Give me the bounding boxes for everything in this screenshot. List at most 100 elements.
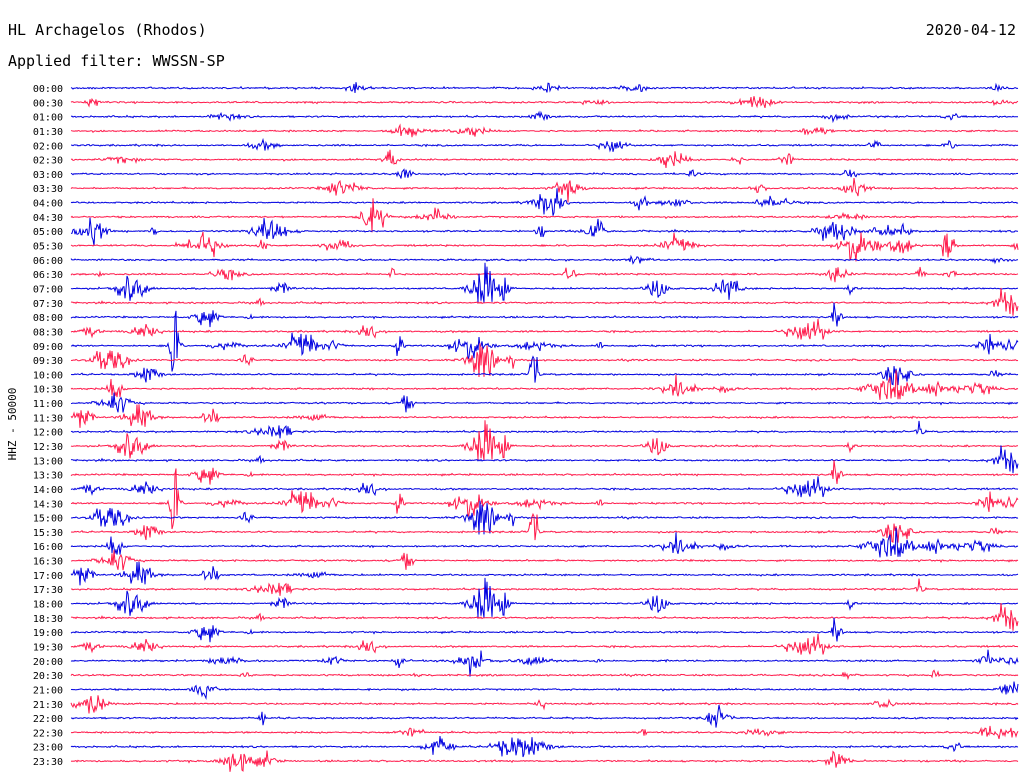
seismic-trace — [70, 578, 1019, 596]
trace-time-label: 03:00 — [33, 170, 63, 181]
seismic-trace — [70, 302, 1019, 328]
seismic-trace — [70, 266, 1019, 283]
filter-label: Applied filter: WWSSN-SP — [8, 52, 225, 70]
trace-time-label: 10:00 — [33, 370, 63, 381]
trace-time-label: 12:30 — [33, 442, 63, 453]
trace-time-label: 23:30 — [33, 757, 63, 768]
trace-time-label: 06:30 — [33, 270, 63, 281]
seismic-trace — [70, 370, 1019, 400]
seismic-trace — [70, 231, 1019, 262]
seismic-trace — [70, 735, 1019, 758]
trace-time-label: 20:30 — [33, 671, 63, 682]
trace-time-label: 14:30 — [33, 499, 63, 510]
channel-label: HHZ - 50000 — [6, 388, 19, 461]
station-title: HL Archagelos (Rhodos) — [8, 21, 207, 39]
seismic-trace — [70, 420, 1019, 439]
trace-time-label: 05:00 — [33, 227, 63, 238]
seismic-trace — [70, 355, 1019, 386]
seismic-trace — [70, 602, 1019, 631]
seismic-trace — [70, 96, 1019, 109]
trace-time-label: 21:00 — [33, 685, 63, 696]
seismic-trace — [70, 318, 1019, 340]
trace-time-label: 16:00 — [33, 542, 63, 553]
seismic-trace — [70, 392, 1019, 413]
trace-time-label: 05:30 — [33, 242, 63, 253]
trace-time-label: 11:00 — [33, 399, 63, 410]
trace-time-label: 18:00 — [33, 600, 63, 611]
seismic-trace — [71, 137, 1019, 153]
trace-time-label: 08:00 — [33, 313, 63, 324]
seismic-trace — [70, 476, 1019, 498]
trace-time-label: 20:00 — [33, 657, 63, 668]
trace-time-label: 09:30 — [33, 356, 63, 367]
trace-time-label: 21:30 — [33, 700, 63, 711]
seismic-trace — [70, 404, 1019, 428]
seismic-trace — [70, 82, 1019, 94]
seismic-trace — [70, 198, 1019, 233]
trace-time-label: 18:30 — [33, 614, 63, 625]
seismic-trace — [70, 561, 1019, 586]
trace-time-label: 19:00 — [33, 628, 63, 639]
trace-time-label: 10:30 — [33, 385, 63, 396]
trace-time-label: 02:30 — [33, 156, 63, 167]
seismic-trace — [70, 550, 1019, 571]
trace-time-label: 01:00 — [33, 113, 63, 124]
trace-group: 00:00 00:30 01:00 01:30 02:00 02:30 03:00 03:30… — [33, 82, 1019, 772]
seismic-trace — [70, 287, 1019, 316]
trace-time-label: 03:30 — [33, 184, 63, 195]
seismic-trace — [70, 188, 1019, 216]
trace-time-label: 00:30 — [33, 98, 63, 109]
seismic-trace — [70, 669, 1019, 681]
seismic-trace — [70, 460, 1019, 485]
trace-time-label: 01:30 — [33, 127, 63, 138]
seismic-trace — [70, 512, 1019, 543]
seismic-trace — [70, 704, 1019, 728]
seismic-trace — [70, 527, 1019, 558]
trace-time-label: 04:00 — [33, 199, 63, 210]
seismic-trace — [70, 123, 1019, 138]
seismic-trace — [70, 445, 1019, 474]
seismic-trace — [70, 420, 1018, 461]
trace-time-label: 06:00 — [33, 256, 63, 267]
seismic-trace — [70, 254, 1018, 265]
seismic-trace — [70, 725, 1019, 740]
trace-time-label: 12:00 — [33, 428, 63, 439]
trace-time-label: 22:00 — [33, 714, 63, 725]
seismic-trace — [70, 500, 1019, 535]
seismic-trace — [70, 695, 1019, 714]
trace-time-label: 13:00 — [33, 456, 63, 467]
date-label: 2020-04-12 — [926, 21, 1016, 39]
trace-time-label: 11:30 — [33, 413, 63, 424]
seismic-trace — [70, 217, 1019, 246]
trace-time-label: 04:30 — [33, 213, 63, 224]
trace-time-label: 00:00 — [33, 84, 63, 95]
trace-time-label: 15:00 — [33, 514, 63, 525]
trace-time-label: 13:30 — [33, 471, 63, 482]
seismic-trace — [70, 468, 1019, 530]
seismic-trace — [70, 649, 1019, 677]
trace-time-label: 02:00 — [33, 141, 63, 152]
seismic-trace — [70, 577, 1018, 618]
seismic-trace — [70, 750, 1019, 772]
seismic-trace — [70, 149, 1019, 168]
trace-time-label: 16:30 — [33, 557, 63, 568]
seismic-trace — [70, 343, 1019, 378]
seismic-trace — [70, 633, 1019, 655]
seismic-trace — [70, 262, 1018, 303]
trace-time-label: 15:30 — [33, 528, 63, 539]
seismic-trace — [70, 110, 1018, 124]
trace-time-label: 07:00 — [33, 285, 63, 296]
trace-time-label: 17:00 — [33, 571, 63, 582]
trace-time-label: 19:30 — [33, 643, 63, 654]
seismic-trace — [70, 178, 1018, 203]
trace-time-label: 22:30 — [33, 728, 63, 739]
trace-time-label: 07:30 — [33, 299, 63, 310]
seismic-trace — [70, 681, 1019, 701]
trace-time-label: 14:00 — [33, 485, 63, 496]
trace-time-label: 17:30 — [33, 585, 63, 596]
seismic-trace — [70, 617, 1019, 643]
seismic-trace — [70, 168, 1019, 179]
trace-time-label: 08:30 — [33, 327, 63, 338]
trace-time-label: 23:00 — [33, 743, 63, 754]
